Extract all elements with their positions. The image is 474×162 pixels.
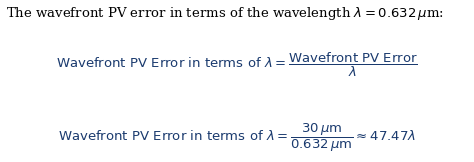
Text: $\mathrm{Wavefront\ PV\ Error\ in\ terms\ of\ }\lambda = \dfrac{\mathrm{Wavefron: $\mathrm{Wavefront\ PV\ Error\ in\ terms… bbox=[56, 51, 418, 79]
Text: $\mathrm{Wavefront\ PV\ Error\ in\ terms\ of\ }\lambda = \dfrac{30\,\mu\mathrm{m: $\mathrm{Wavefront\ PV\ Error\ in\ terms… bbox=[58, 122, 416, 154]
Text: The wavefront PV error in terms of the wavelength $\lambda = 0.632\,\mu$m:: The wavefront PV error in terms of the w… bbox=[6, 5, 444, 22]
